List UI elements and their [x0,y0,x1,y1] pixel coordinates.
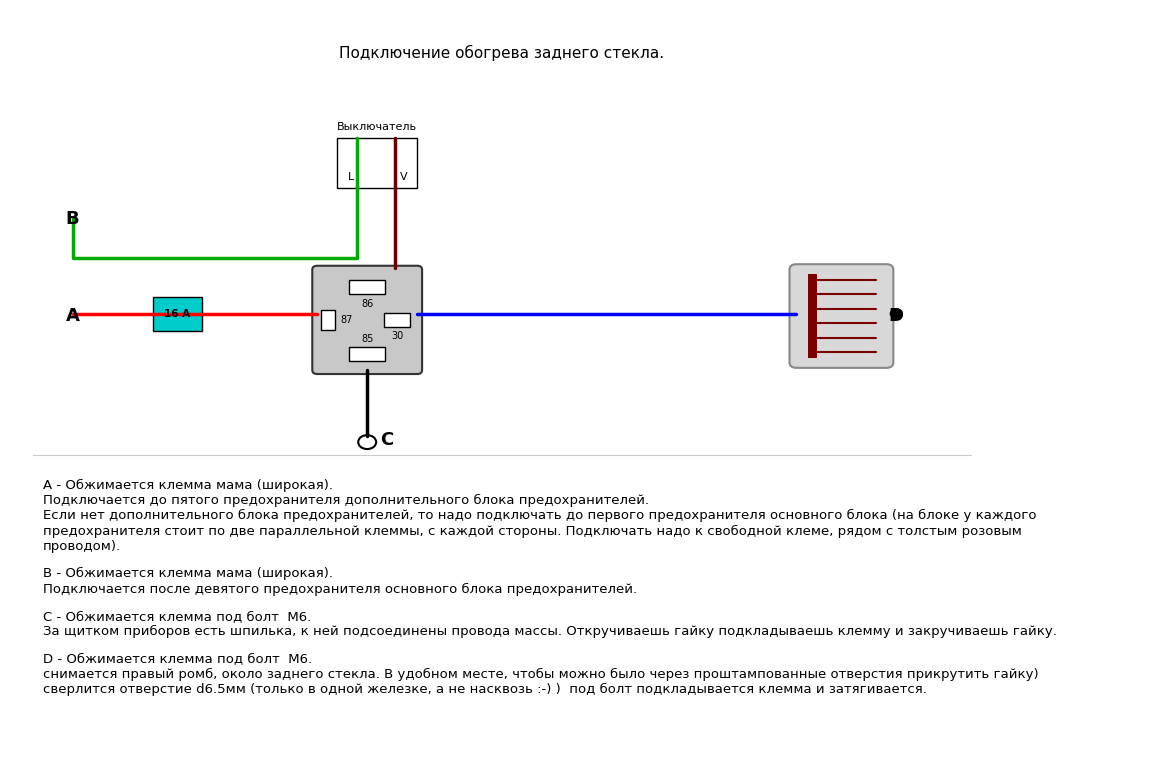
Bar [322,310,336,330]
Text: С - Обжимается клемма под болт  М6.: С - Обжимается клемма под болт М6. [43,610,311,623]
Text: А - Обжимается клемма мама (широкая).: А - Обжимается клемма мама (широкая). [43,478,333,492]
Text: Подключение обогрева заднего стекла.: Подключение обогрева заднего стекла. [339,45,664,61]
Text: C: C [381,431,393,449]
Text: V: V [400,172,408,182]
Text: За щитком приборов есть шпилька, к ней подсоединены провода массы. Откручиваешь : За щитком приборов есть шпилька, к ней п… [43,626,1056,639]
FancyBboxPatch shape [312,266,422,374]
Text: проводом).: проводом). [43,541,120,553]
Text: Подключается до пятого предохранителя дополнительного блока предохранителей.: Подключается до пятого предохранителя до… [43,494,649,507]
Bar [809,274,818,358]
Text: сверлится отверстие d6.5мм (только в одной железке, а не насквозь :-) )  под бол: сверлится отверстие d6.5мм (только в одн… [43,683,927,696]
Text: Если нет дополнительного блока предохранителей, то надо подключать до первого пр: Если нет дополнительного блока предохран… [43,509,1037,523]
Text: 16 А: 16 А [164,308,191,319]
FancyBboxPatch shape [789,264,893,368]
Circle shape [891,309,902,319]
Text: D: D [889,307,904,325]
Text: D - Обжимается клемма под болт  М6.: D - Обжимается клемма под болт М6. [43,653,312,665]
Text: Подключается после девятого предохранителя основного блока предохранителей.: Подключается после девятого предохраните… [43,583,636,596]
Bar [349,280,385,294]
Circle shape [359,435,376,449]
FancyBboxPatch shape [337,138,418,189]
Text: предохранителя стоит по две параллельной клеммы, с каждой стороны. Подключать на: предохранителя стоит по две параллельной… [43,525,1022,538]
Bar [349,347,385,361]
Text: L: L [348,172,354,182]
Text: B: B [66,210,80,228]
Bar [384,313,410,327]
Text: 87: 87 [340,315,353,325]
Text: 85: 85 [361,334,374,344]
Text: В - Обжимается клемма мама (широкая).: В - Обжимается клемма мама (широкая). [43,567,333,580]
Text: 30: 30 [391,332,404,341]
Text: Выключатель: Выключатель [337,122,418,132]
FancyBboxPatch shape [153,297,202,331]
Text: 86: 86 [361,299,374,309]
Text: снимается правый ромб, около заднего стекла. В удобном месте, чтобы можно было ч: снимается правый ромб, около заднего сте… [43,668,1038,681]
Text: A: A [66,307,80,325]
